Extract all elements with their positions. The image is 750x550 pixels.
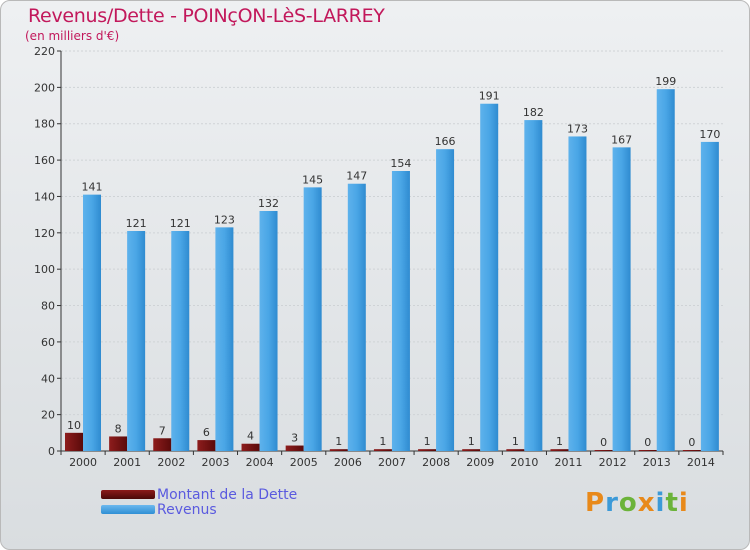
- data-label-revenue: 182: [523, 106, 544, 119]
- data-label-revenue: 167: [611, 133, 632, 146]
- bar-debt: [550, 449, 569, 451]
- legend-item-debt: Montant de la Dette: [101, 486, 298, 503]
- data-label-revenue: 173: [567, 122, 588, 135]
- data-label-revenue: 147: [346, 170, 367, 183]
- data-label-debt: 1: [556, 435, 563, 448]
- bar-revenue: [656, 89, 675, 451]
- x-tick-label: 2007: [378, 456, 406, 469]
- data-label-revenue: 121: [170, 217, 191, 230]
- data-label-debt: 0: [644, 436, 651, 449]
- bar-debt: [506, 449, 525, 451]
- data-label-debt: 10: [67, 419, 81, 432]
- legend: Montant de la Dette Revenus: [101, 486, 298, 518]
- chart-subtitle: (en milliers d'€): [25, 29, 120, 43]
- data-label-revenue: 121: [126, 217, 147, 230]
- data-label-debt: 1: [379, 435, 386, 448]
- x-tick-label: 2008: [422, 456, 450, 469]
- bar-debt: [682, 450, 701, 451]
- y-tick-label: 40: [41, 372, 55, 385]
- x-tick-label: 2000: [69, 456, 97, 469]
- x-tick-label: 2001: [113, 456, 141, 469]
- x-tick-label: 2014: [687, 456, 715, 469]
- bar-revenue: [700, 141, 719, 451]
- data-label-debt: 1: [468, 435, 475, 448]
- bar-debt: [418, 449, 437, 451]
- data-label-debt: 3: [291, 432, 298, 445]
- legend-item-revenue: Revenus: [101, 501, 297, 518]
- bar-debt: [285, 445, 304, 451]
- bar-debt: [153, 438, 172, 451]
- data-label-debt: 1: [424, 435, 431, 448]
- data-label-debt: 6: [203, 426, 210, 439]
- bar-revenue: [391, 171, 410, 451]
- bar-revenue: [127, 231, 146, 451]
- x-tick-label: 2004: [246, 456, 274, 469]
- bar-revenue: [436, 149, 455, 451]
- data-label-revenue: 154: [390, 157, 411, 170]
- bar-debt: [594, 450, 613, 451]
- x-tick-label: 2013: [643, 456, 671, 469]
- chart-title: Revenus/Dette - POINçON-LèS-LARREY: [28, 5, 385, 27]
- bar-debt: [197, 440, 216, 451]
- bar-revenue: [215, 227, 234, 451]
- proxiti-logo: Proxiti: [585, 488, 689, 518]
- bar-debt: [638, 450, 657, 451]
- y-tick-label: 0: [48, 445, 55, 458]
- bar-revenue: [259, 211, 278, 451]
- data-label-debt: 0: [600, 436, 607, 449]
- data-label-debt: 8: [115, 422, 122, 435]
- y-tick-label: 120: [34, 227, 55, 240]
- bar-debt: [329, 449, 348, 451]
- legend-label-revenue: Revenus: [157, 501, 217, 518]
- y-tick-label: 220: [34, 45, 55, 58]
- data-label-revenue: 145: [302, 173, 323, 186]
- y-tick-label: 180: [34, 118, 55, 131]
- bar-revenue: [347, 183, 366, 451]
- data-label-debt: 0: [688, 436, 695, 449]
- x-tick-label: 2011: [555, 456, 583, 469]
- bar-revenue: [171, 231, 190, 451]
- bar-debt: [109, 436, 128, 451]
- data-label-revenue: 166: [435, 135, 456, 148]
- y-tick-label: 160: [34, 154, 55, 167]
- data-label-revenue: 191: [479, 90, 500, 103]
- bar-revenue: [524, 120, 543, 451]
- data-label-debt: 1: [512, 435, 519, 448]
- data-label-debt: 4: [247, 430, 254, 443]
- data-label-debt: 1: [335, 435, 342, 448]
- bar-revenue: [612, 147, 631, 451]
- data-label-revenue: 141: [82, 181, 103, 194]
- data-label-revenue: 132: [258, 197, 279, 210]
- bar-debt: [462, 449, 481, 451]
- data-label-revenue: 123: [214, 213, 235, 226]
- y-tick-label: 200: [34, 81, 55, 94]
- bar-debt: [373, 449, 392, 451]
- legend-label-debt: Montant de la Dette: [157, 486, 298, 503]
- data-label-revenue: 170: [699, 128, 720, 141]
- y-tick-label: 60: [41, 336, 55, 349]
- y-tick-label: 80: [41, 300, 55, 313]
- y-tick-label: 140: [34, 190, 55, 203]
- bar-revenue: [480, 103, 499, 452]
- x-tick-label: 2006: [334, 456, 362, 469]
- x-tick-label: 2012: [599, 456, 627, 469]
- x-tick-label: 2010: [510, 456, 538, 469]
- x-tick-label: 2003: [201, 456, 229, 469]
- legend-swatch-revenue: [101, 505, 155, 514]
- bar-revenue: [83, 194, 101, 452]
- y-tick-label: 100: [34, 263, 55, 276]
- legend-swatch-debt: [101, 490, 155, 499]
- bar-debt: [241, 443, 260, 451]
- bar-revenue: [303, 187, 322, 451]
- data-label-revenue: 199: [655, 75, 676, 88]
- data-label-debt: 7: [159, 424, 166, 437]
- x-tick-label: 2009: [466, 456, 494, 469]
- bar-debt: [65, 432, 83, 451]
- x-tick-label: 2005: [290, 456, 318, 469]
- bar-revenue: [568, 136, 587, 452]
- y-tick-label: 20: [41, 409, 55, 422]
- x-tick-label: 2002: [157, 456, 185, 469]
